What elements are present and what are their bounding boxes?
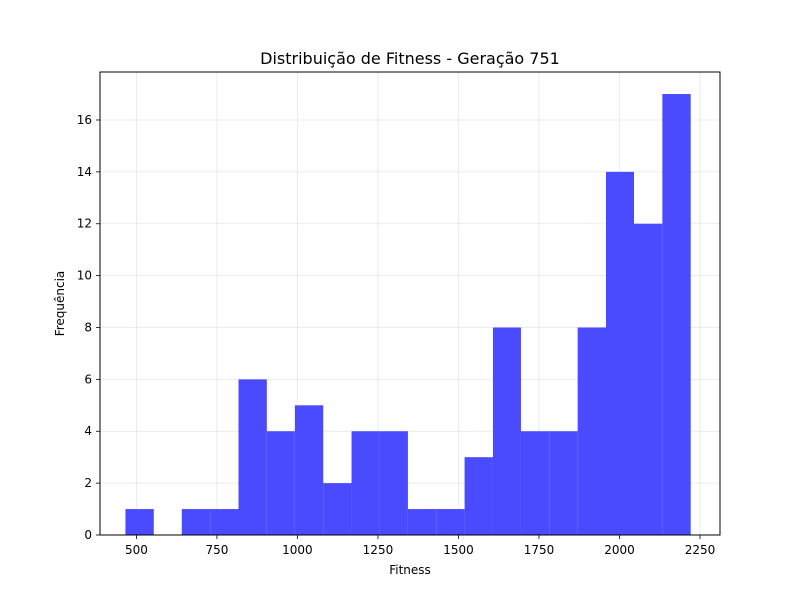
histogram-bar bbox=[125, 509, 154, 535]
y-axis-ticks: 0 2 4 6 8 10 12 14 16 bbox=[77, 113, 100, 542]
histogram-bar bbox=[436, 509, 465, 535]
histogram-bar bbox=[407, 509, 437, 535]
histogram-bars bbox=[125, 94, 691, 536]
x-tick-label: 1500 bbox=[443, 543, 474, 557]
x-tick-label: 500 bbox=[125, 543, 148, 557]
chart-title: Distribuição de Fitness - Geração 751 bbox=[260, 49, 560, 68]
x-tick-label: 1250 bbox=[363, 543, 394, 557]
y-tick-label: 16 bbox=[77, 113, 92, 127]
histogram-bar bbox=[549, 431, 578, 535]
histogram-bar bbox=[323, 483, 352, 535]
y-tick-label: 8 bbox=[84, 320, 92, 334]
histogram-bar bbox=[379, 431, 408, 535]
histogram-bar bbox=[266, 431, 295, 535]
x-tick-label: 1750 bbox=[524, 543, 555, 557]
histogram-bar bbox=[577, 327, 606, 535]
histogram-bar bbox=[662, 94, 691, 536]
histogram-bar bbox=[464, 457, 493, 535]
x-axis-label: Fitness bbox=[389, 563, 431, 577]
histogram-bar bbox=[605, 171, 635, 536]
histogram-bar bbox=[238, 379, 267, 535]
histogram-bar bbox=[520, 431, 550, 535]
histogram-bar bbox=[181, 509, 211, 535]
y-tick-label: 0 bbox=[84, 528, 92, 542]
x-tick-label: 750 bbox=[205, 543, 228, 557]
histogram-bar bbox=[492, 327, 521, 535]
histogram-bar bbox=[294, 405, 324, 535]
y-tick-label: 14 bbox=[77, 165, 92, 179]
x-axis-ticks: 500 750 1000 1250 1500 1750 2000 2250 bbox=[125, 535, 715, 557]
x-tick-label: 1000 bbox=[282, 543, 313, 557]
y-tick-label: 2 bbox=[84, 476, 92, 490]
x-tick-label: 2250 bbox=[685, 543, 716, 557]
y-tick-label: 6 bbox=[84, 372, 92, 386]
y-tick-label: 12 bbox=[77, 217, 92, 231]
y-tick-label: 4 bbox=[84, 424, 92, 438]
plot-area-frame bbox=[99, 71, 721, 536]
y-tick-label: 10 bbox=[77, 269, 92, 283]
histogram-bar bbox=[210, 509, 239, 535]
histogram-bar bbox=[351, 431, 380, 535]
y-axis-label: Frequência bbox=[53, 271, 67, 337]
x-tick-label: 2000 bbox=[604, 543, 635, 557]
histogram-bar bbox=[634, 223, 663, 535]
